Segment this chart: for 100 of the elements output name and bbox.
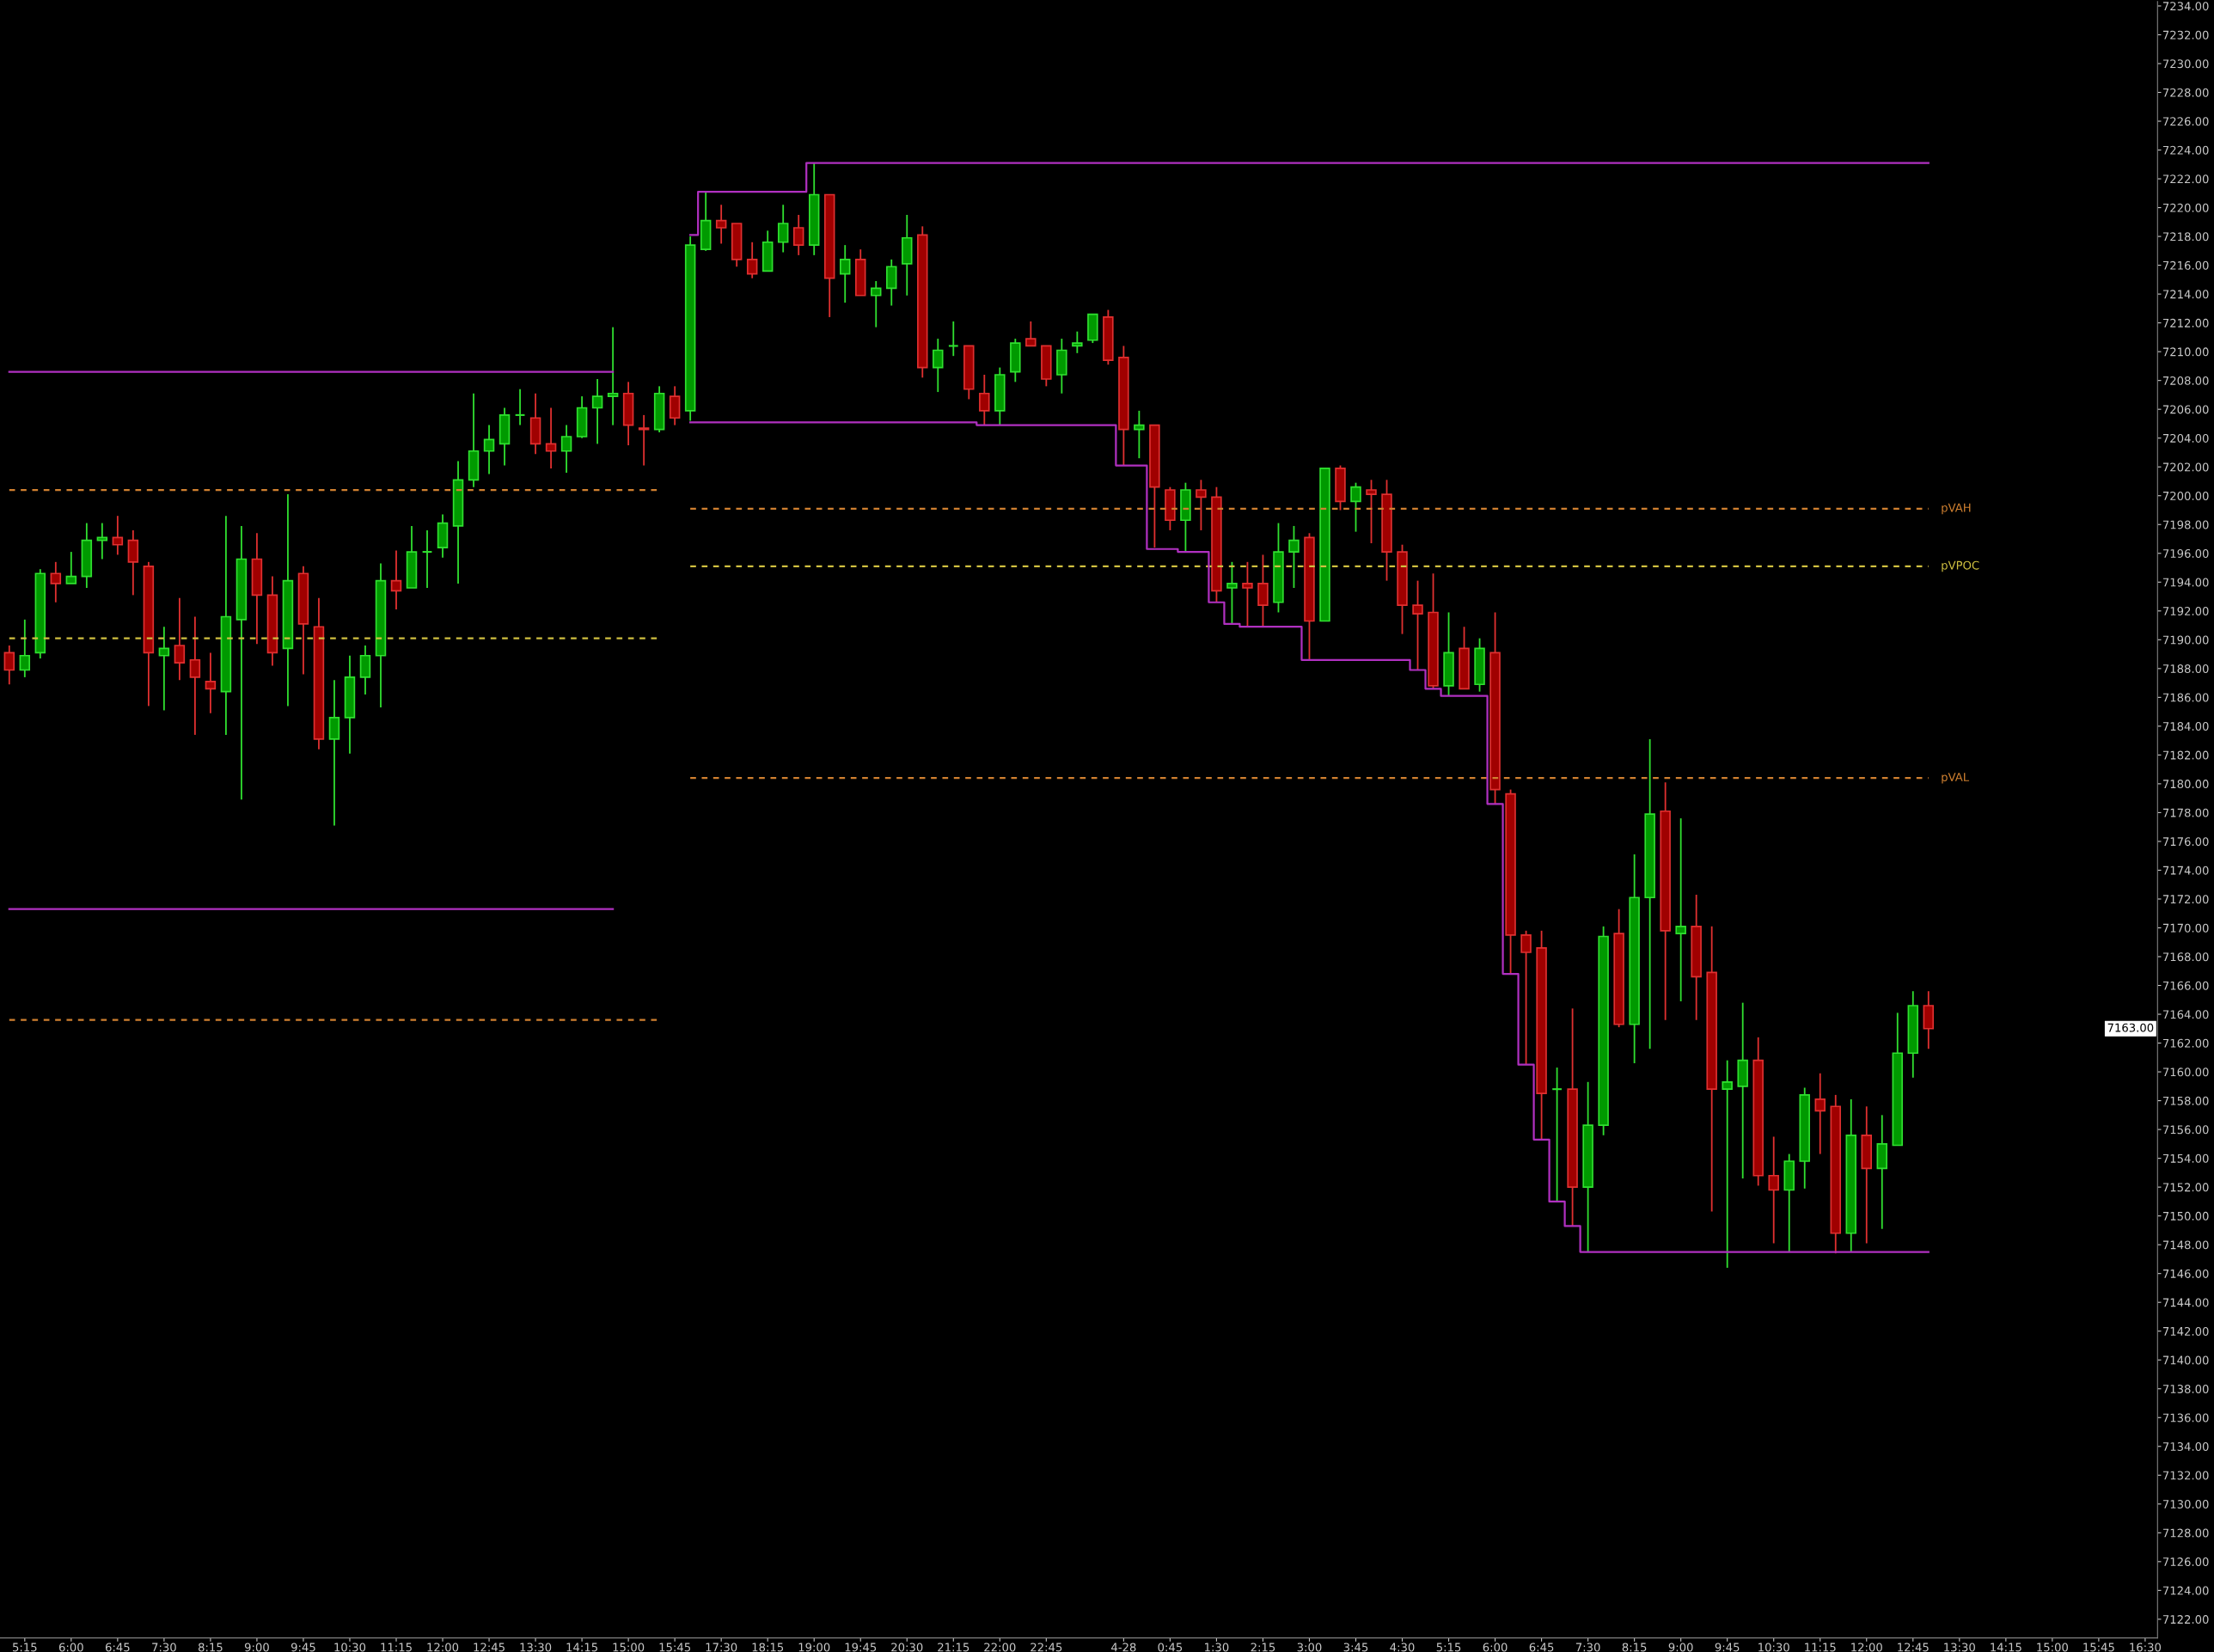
y-tick-label: 7224.00 (2162, 145, 2209, 155)
y-tick-label: 7138.00 (2162, 1384, 2209, 1393)
candlestick (112, 515, 124, 556)
y-tick-label: 7184.00 (2162, 722, 2209, 731)
y-tick-label: 7142.00 (2162, 1326, 2209, 1336)
y-tick-label: 7218.00 (2162, 232, 2209, 242)
candlestick (483, 424, 495, 475)
x-tick-label: 6:00 (58, 1643, 83, 1652)
x-tick-label: 15:45 (2083, 1643, 2114, 1652)
candlestick (189, 615, 201, 736)
y-tick-label: 7228.00 (2162, 88, 2209, 97)
candlestick (1196, 479, 1207, 531)
y-tick-label: 7232.00 (2162, 30, 2209, 40)
y-tick-label: 7126.00 (2162, 1557, 2209, 1567)
x-tick-label: 8:15 (1622, 1643, 1647, 1652)
y-tick-label: 7166.00 (2162, 981, 2209, 990)
candlestick (746, 241, 758, 279)
y-tick-label: 7144.00 (2162, 1298, 2209, 1307)
y-tick-label: 7174.00 (2162, 866, 2209, 875)
y-tick-label: 7136.00 (2162, 1413, 2209, 1423)
y-tick-label: 7132.00 (2162, 1471, 2209, 1480)
y-tick-label: 7200.00 (2162, 491, 2209, 500)
candlestick (1551, 1067, 1563, 1202)
candlestick (607, 326, 619, 426)
candlestick (205, 652, 217, 714)
series-label: pVAH (1942, 503, 1971, 515)
candlestick (777, 204, 789, 254)
y-tick-label: 7134.00 (2162, 1442, 2209, 1451)
x-tick-label: 19:00 (798, 1643, 830, 1652)
x-tick-label: 4-28 (1111, 1643, 1136, 1652)
y-tick-label: 7160.00 (2162, 1068, 2209, 1077)
x-tick-label: 10:30 (334, 1643, 366, 1652)
x-tick-label: 14:15 (566, 1643, 597, 1652)
x-tick-label: 7:30 (1575, 1643, 1600, 1652)
y-tick-label: 7186.00 (2162, 693, 2209, 702)
y-tick-label: 7168.00 (2162, 952, 2209, 962)
y-tick-label: 7176.00 (2162, 837, 2209, 847)
y-tick-label: 7192.00 (2162, 607, 2209, 615)
x-tick-label: 6:00 (1483, 1643, 1508, 1652)
x-tick-label: 15:00 (2037, 1643, 2068, 1652)
candlestick (1675, 817, 1686, 1002)
candlestick (158, 626, 170, 712)
y-tick-label: 7198.00 (2162, 520, 2209, 529)
x-tick-label: 8:15 (198, 1643, 223, 1652)
x-tick-label: 3:00 (1297, 1643, 1322, 1652)
y-tick-label: 7182.00 (2162, 750, 2209, 760)
annotation: 7163.00 (2107, 1023, 2154, 1032)
candlestick (1226, 560, 1238, 625)
x-tick-label: 13:30 (520, 1643, 552, 1652)
y-tick-label: 7214.00 (2162, 290, 2209, 299)
y-tick-label: 7148.00 (2162, 1240, 2209, 1250)
candlestick (1350, 481, 1361, 533)
x-tick-label: 10:30 (1758, 1643, 1789, 1652)
series-label: pVPOC (1942, 560, 1979, 572)
candlestick (1412, 579, 1423, 671)
candlestick (1366, 479, 1377, 544)
y-tick-label: 7190.00 (2162, 635, 2209, 645)
x-tick-label: 16:30 (2130, 1643, 2162, 1652)
candlestick (50, 560, 62, 603)
x-tick-label: 18:15 (752, 1643, 784, 1652)
y-tick-label: 7156.00 (2162, 1125, 2209, 1135)
y-tick-label: 7210.00 (2162, 347, 2209, 357)
x-tick-label: 14:15 (1991, 1643, 2021, 1652)
x-tick-label: 9:45 (1715, 1643, 1740, 1652)
y-tick-label: 7180.00 (2162, 780, 2209, 789)
y-tick-label: 7130.00 (2162, 1500, 2209, 1509)
x-tick-label: 20:30 (891, 1643, 923, 1652)
x-tick-label: 15:45 (659, 1643, 691, 1652)
candlestick (792, 214, 804, 256)
series-label: pVAL (1942, 773, 1970, 784)
y-tick-label: 7122.00 (2162, 1615, 2209, 1624)
y-tick-label: 7146.00 (2162, 1269, 2209, 1278)
x-tick-label: 4:30 (1390, 1643, 1415, 1652)
x-tick-label: 12:00 (1851, 1643, 1882, 1652)
y-tick-label: 7124.00 (2162, 1586, 2209, 1595)
candlestick (933, 338, 944, 393)
candlestick (947, 321, 959, 358)
y-tick-label: 7220.00 (2162, 203, 2209, 212)
y-tick-label: 7202.00 (2162, 462, 2209, 472)
x-tick-label: 9:45 (291, 1643, 315, 1652)
x-tick-label: 12:00 (427, 1643, 459, 1652)
y-tick-label: 7226.00 (2162, 117, 2209, 126)
candlestick (638, 413, 650, 467)
y-tick-label: 7162.00 (2162, 1038, 2209, 1048)
candlestick (1242, 560, 1253, 628)
candlestick (3, 645, 15, 686)
x-tick-label: 5:15 (13, 1643, 37, 1652)
candlestick (839, 244, 851, 304)
x-tick-label: 12:45 (1898, 1643, 1929, 1652)
x-tick-label: 2:15 (1251, 1643, 1275, 1652)
candlestick (1025, 321, 1037, 347)
candlestick (19, 618, 31, 678)
y-tick-label: 7172.00 (2162, 895, 2209, 904)
x-tick-label: 21:15 (938, 1643, 969, 1652)
candlestick (1814, 1072, 1826, 1155)
candlestick (1288, 525, 1300, 589)
x-tick-label: 19:45 (845, 1643, 877, 1652)
x-tick-label: 1:30 (1205, 1643, 1229, 1652)
x-tick-label: 6:45 (105, 1643, 130, 1652)
y-tick-label: 7194.00 (2162, 578, 2209, 587)
